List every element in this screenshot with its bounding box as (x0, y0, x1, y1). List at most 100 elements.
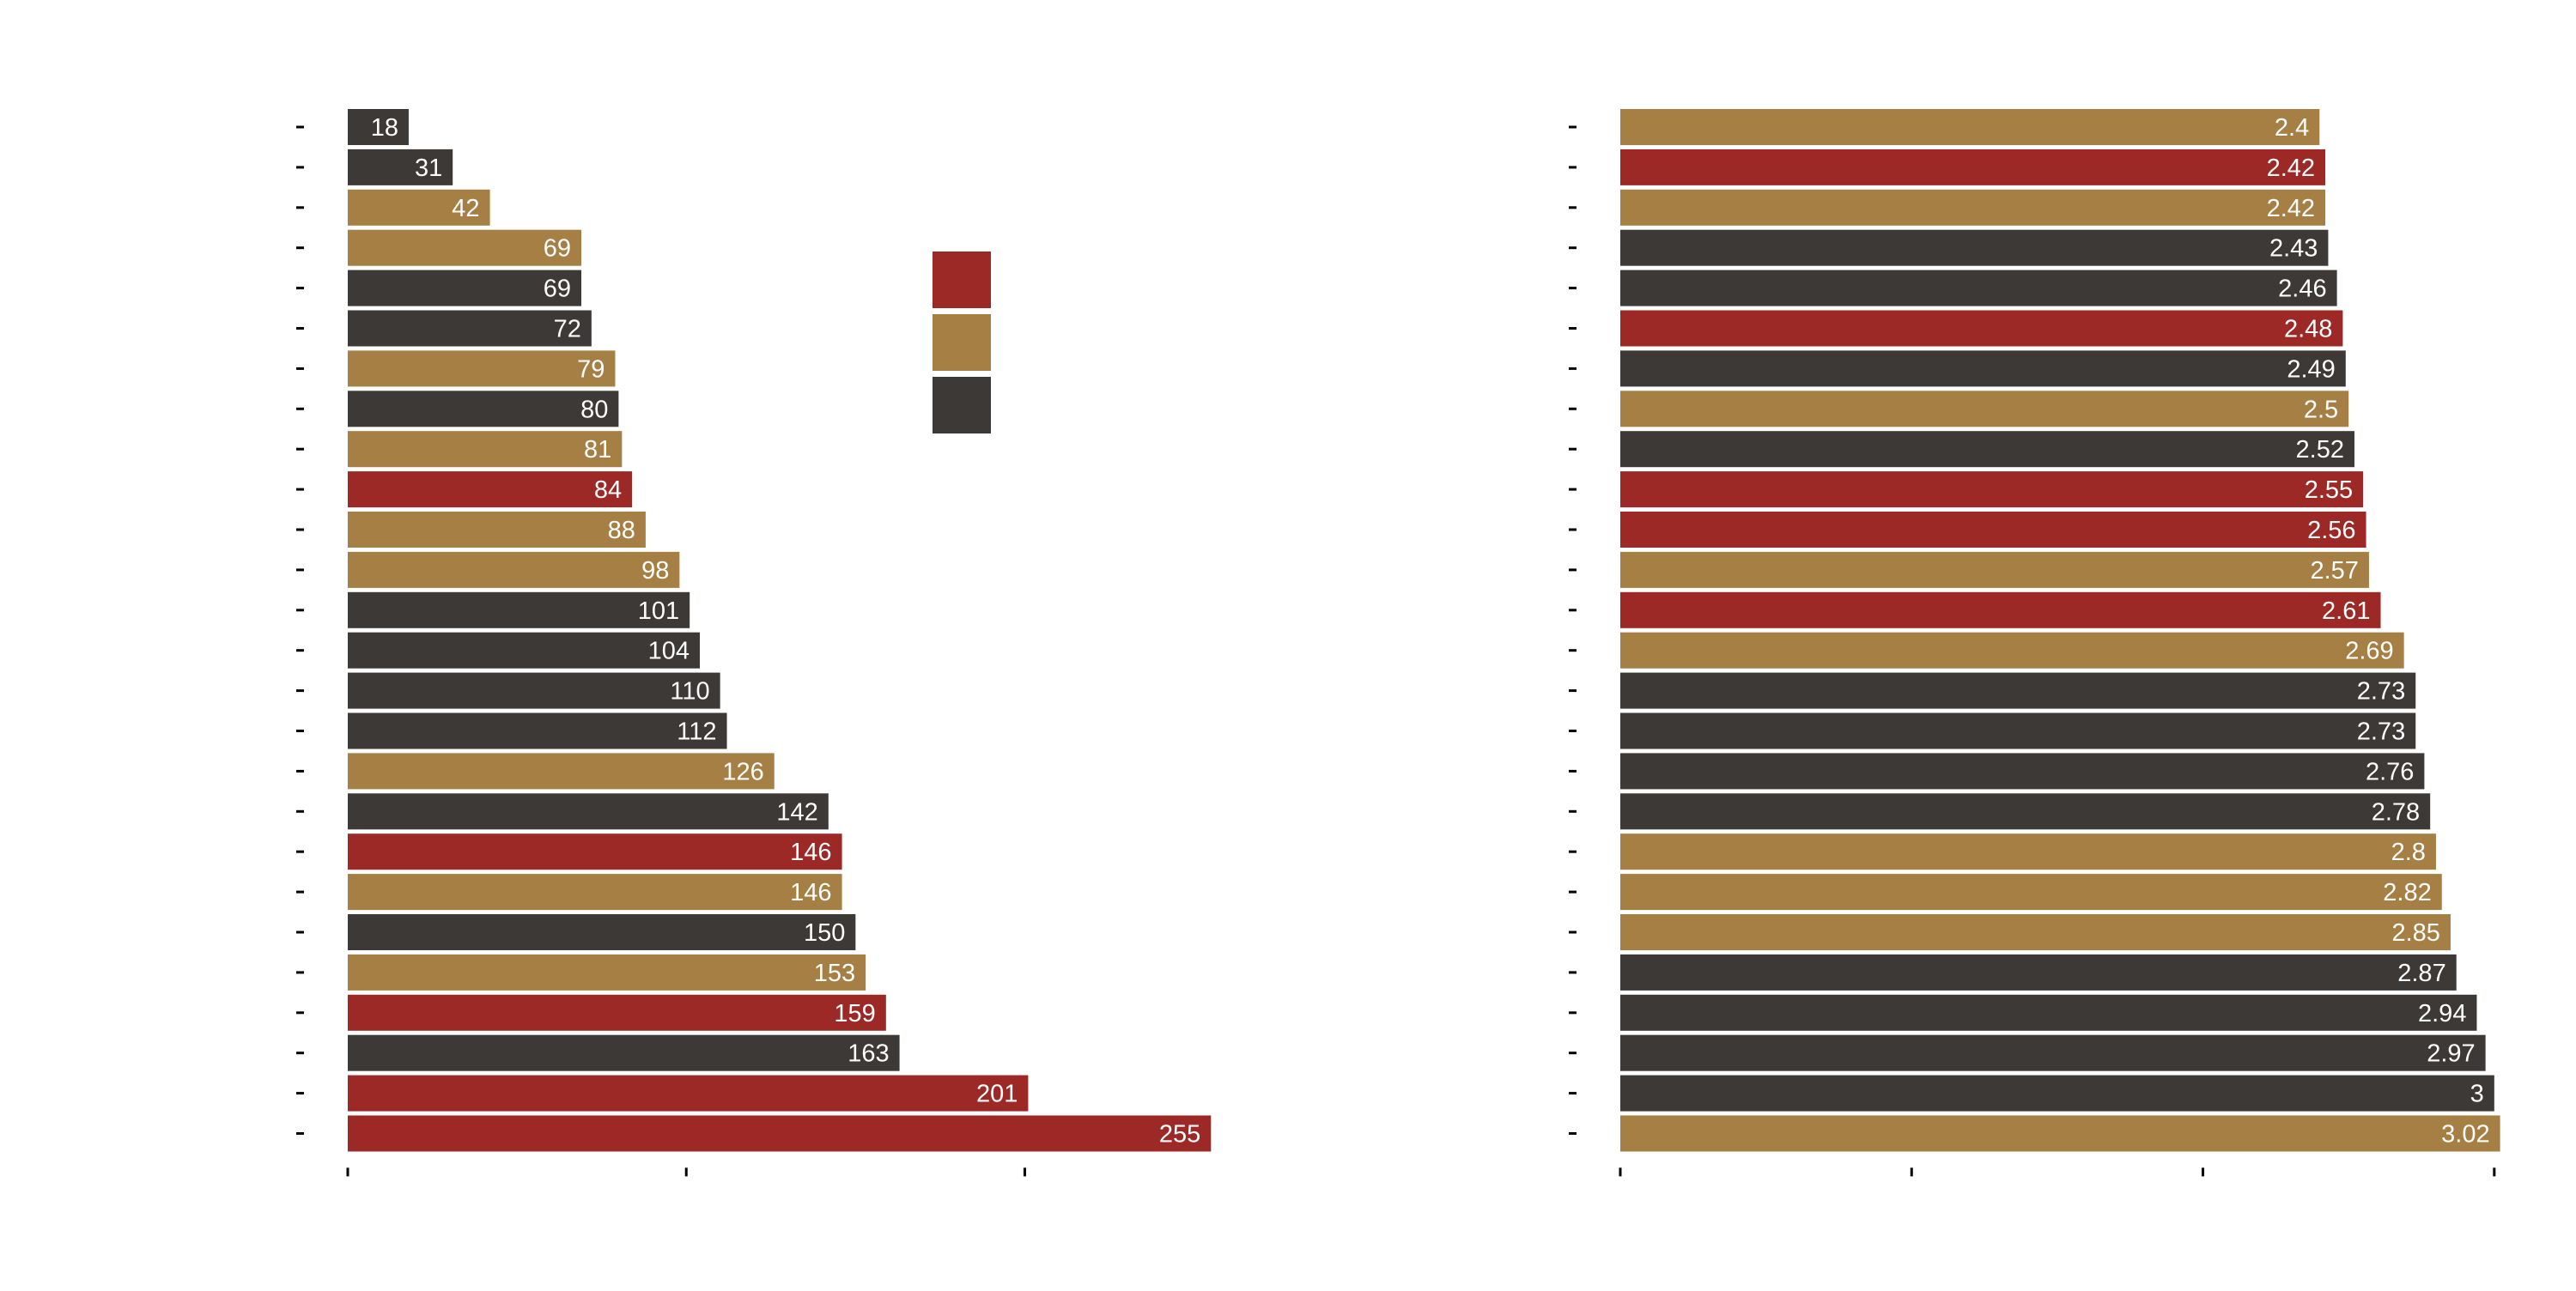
chart-2-bar-24 (1620, 1034, 2486, 1071)
chart-1-bar-15 (348, 672, 720, 709)
chart-2-value-label-7: 2.49 (2287, 355, 2335, 383)
chart-1-value-label-5: 69 (544, 276, 571, 303)
chart-1-bar-20 (348, 874, 842, 911)
chart-2-value-label-17: 2.76 (2366, 758, 2414, 785)
chart-1-value-label-11: 88 (608, 517, 635, 544)
chart-1-value-label-21: 150 (804, 919, 845, 947)
chart-2-value-label-16: 2.73 (2357, 718, 2405, 746)
chart-1-value-label-1: 18 (371, 114, 398, 142)
chart-2-bar-20 (1620, 874, 2442, 911)
chart-2-bar-21 (1620, 914, 2451, 950)
chart-1-bar-11 (348, 512, 646, 548)
chart-2-value-label-10: 2.55 (2305, 476, 2353, 504)
chart-1-value-label-17: 126 (722, 758, 763, 785)
chart-2-bar-26 (1620, 1115, 2500, 1152)
chart-1-value-label-24: 163 (848, 1040, 889, 1068)
chart-1-value-label-8: 80 (580, 396, 608, 423)
chart-2-value-label-21: 2.85 (2391, 919, 2439, 947)
chart-2-value-label-26: 3.02 (2441, 1121, 2489, 1149)
chart-1-value-label-4: 69 (544, 235, 571, 263)
chart-1-value-label-23: 159 (834, 1000, 875, 1027)
chart-2-bar-22 (1620, 954, 2457, 991)
chart-1-value-label-12: 98 (641, 557, 669, 585)
chart-2-bar-14 (1620, 632, 2404, 669)
chart-1-bar-2 (348, 148, 453, 185)
chart-2-bar-4 (1620, 229, 2329, 266)
chart-2-bar-1 (1620, 109, 2320, 145)
chart-2-bar-18 (1620, 793, 2431, 830)
chart-1-value-label-18: 142 (776, 798, 817, 826)
chart-2-value-label-3: 2.42 (2267, 195, 2315, 222)
chart-1-value-label-2: 31 (415, 155, 442, 182)
chart-2-value-label-6: 2.48 (2284, 316, 2332, 343)
chart-1-bar-23 (348, 994, 886, 1031)
chart-1-bar-19 (348, 833, 842, 870)
chart-2-bar-8 (1620, 391, 2349, 427)
chart-2-bar-5 (1620, 270, 2337, 306)
chart-2-value-label-24: 2.97 (2427, 1040, 2475, 1068)
chart-2-bar-6 (1620, 310, 2343, 347)
chart-2-bar-12 (1620, 551, 2369, 588)
chart-1-value-label-20: 146 (790, 879, 831, 906)
chart-1-bar-10 (348, 471, 633, 508)
chart-1-value-label-6: 72 (554, 316, 581, 343)
chart-2-value-label-11: 2.56 (2307, 517, 2355, 544)
chart-2-bar-10 (1620, 471, 2364, 508)
chart-2-bar-7 (1620, 350, 2346, 387)
chart-2-value-label-12: 2.57 (2310, 557, 2358, 585)
chart-1-bar-14 (348, 632, 700, 669)
chart-2-value-label-14: 2.69 (2345, 638, 2393, 665)
chart-2-value-label-18: 2.78 (2372, 798, 2420, 826)
chart-1-value-label-10: 84 (594, 476, 622, 504)
chart-1-value-label-22: 153 (814, 960, 855, 987)
chart-2-bar-11 (1620, 512, 2366, 548)
chart-2-bar-13 (1620, 591, 2381, 628)
chart-2-value-label-15: 2.73 (2357, 678, 2405, 706)
chart-2-value-label-22: 2.87 (2397, 960, 2445, 987)
chart-2-value-label-25: 3 (2470, 1081, 2484, 1108)
chart-2-value-label-4: 2.43 (2269, 235, 2318, 263)
chart-2-value-label-2: 2.42 (2267, 155, 2315, 182)
chart-1-value-label-15: 110 (670, 678, 709, 706)
chart-1-bar-3 (348, 189, 490, 226)
chart-1-bar-8 (348, 391, 619, 427)
chart-1-bar-22 (348, 954, 866, 991)
chart-1-bar-17 (348, 753, 775, 790)
chart-2-bar-2 (1620, 148, 2326, 185)
chart-2-bar-16 (1620, 712, 2416, 749)
chart-1-value-label-9: 81 (584, 436, 611, 464)
chart-1-bar-1 (348, 109, 409, 145)
chart-1-bar-5 (348, 270, 582, 306)
chart-1-value-label-26: 255 (1159, 1121, 1200, 1149)
chart-2-bar-23 (1620, 994, 2477, 1031)
chart-1-bar-26 (348, 1115, 1212, 1152)
chart-1-value-label-3: 42 (452, 195, 479, 222)
chart-2-bar-15 (1620, 672, 2416, 709)
chart-1-bar-25 (348, 1075, 1029, 1112)
chart-1-value-label-7: 79 (577, 355, 605, 383)
legend-swatch-gold (933, 314, 991, 371)
chart-1-value-label-19: 146 (790, 839, 831, 866)
chart-1-value-label-14: 104 (648, 638, 690, 665)
chart-1-value-label-13: 101 (638, 597, 679, 625)
chart-2-value-label-19: 2.8 (2391, 839, 2426, 866)
chart-2-value-label-8: 2.5 (2304, 396, 2338, 423)
chart-1-bar-7 (348, 350, 616, 387)
chart-1-bar-18 (348, 793, 829, 830)
chart-2-bar-9 (1620, 431, 2354, 468)
chart-2-bar-25 (1620, 1075, 2494, 1112)
chart-1-value-label-25: 201 (976, 1081, 1018, 1108)
legend-swatch-dark (933, 377, 991, 433)
legend-swatch-red (933, 252, 991, 308)
chart-1-bar-21 (348, 914, 856, 950)
chart-1-bar-4 (348, 229, 582, 266)
chart-1-bar-9 (348, 431, 623, 468)
chart-1-bar-24 (348, 1034, 900, 1071)
chart-2-value-label-5: 2.46 (2278, 276, 2326, 303)
chart-2-bar-17 (1620, 753, 2425, 790)
chart-2-value-label-20: 2.82 (2383, 879, 2431, 906)
chart-1-bar-6 (348, 310, 592, 347)
chart-1-bar-13 (348, 591, 690, 628)
